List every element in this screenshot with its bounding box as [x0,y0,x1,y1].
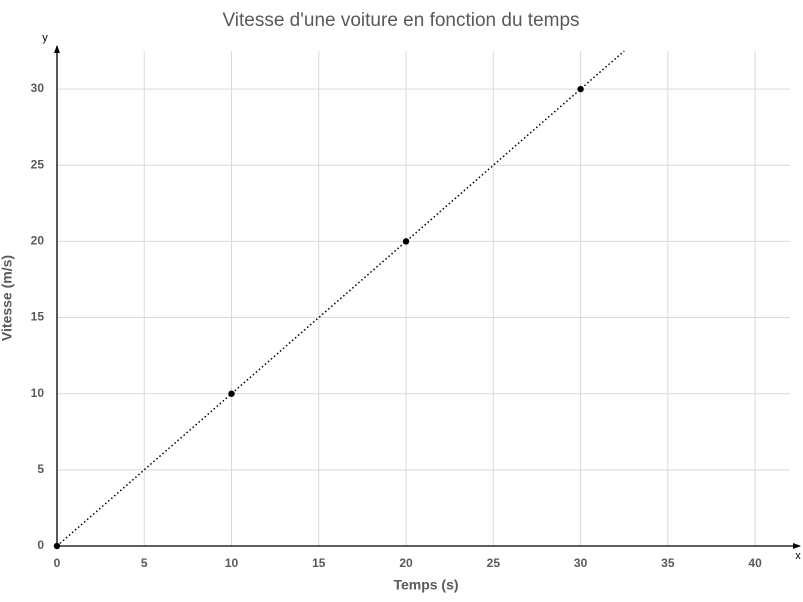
point [402,238,410,245]
y-tick-label: 5 [37,462,44,476]
x-tick-label: 40 [748,556,762,570]
y-axis-title: Vitesse (m/s) [0,255,15,341]
x-axis-title: Temps (s) [393,577,458,593]
x-tick-label: 15 [312,556,326,570]
trendline [56,50,625,547]
point [228,390,235,397]
point [577,85,584,93]
y-axis-name: y [42,32,48,44]
x-tick-label: 35 [661,556,675,570]
x-tick-label: 10 [225,556,239,570]
grid [56,51,790,547]
x-tick-label: 30 [574,556,588,570]
x-tick-label: 25 [487,556,501,570]
y-tick-label: 25 [31,157,45,171]
x-tick-label: 5 [141,556,148,570]
y-tick-label: 20 [31,234,45,248]
point [53,542,61,550]
x-tick-label: 0 [54,556,61,570]
chart-title: Vitesse d'une voiture en fonction du tem… [222,10,579,31]
y-tick-label: 10 [31,386,45,400]
y-tick-label: 15 [31,310,45,324]
x-tick-label: 20 [399,556,413,570]
y-tick-label: 0 [37,538,44,552]
x-axis-name: x [795,550,801,562]
y-tick-label: 30 [31,81,45,95]
